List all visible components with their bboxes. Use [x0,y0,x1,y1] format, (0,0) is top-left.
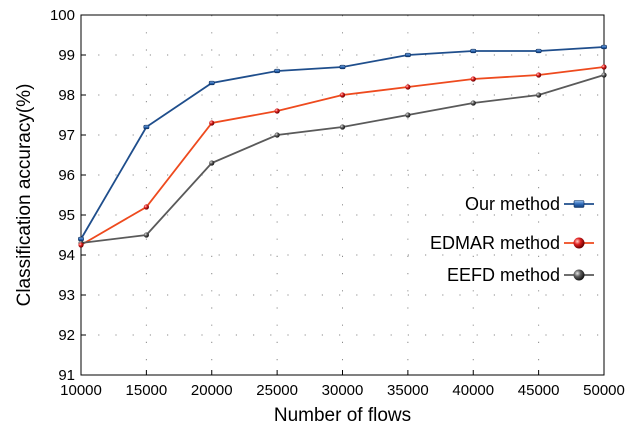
y-tick-label: 91 [58,367,75,384]
y-tick-label: 95 [58,207,75,224]
data-point [339,64,346,70]
x-tick-label: 45000 [518,382,560,399]
axis-ticks: 10000 15000 20000 25000 30000 35000 40000 45000… [50,7,625,399]
data-point [405,112,411,118]
data-point [404,52,411,58]
y-tick-label: 94 [58,247,75,264]
legend: Our method EDMAR method EEFD method [430,194,594,285]
data-point [78,242,84,248]
y-tick-label: 99 [58,47,75,64]
data-point [143,204,149,210]
data-point [535,48,542,54]
data-point [536,72,542,78]
data-point [601,72,607,78]
data-point [274,68,281,74]
data-point [470,100,476,106]
y-tick-label: 92 [58,327,75,344]
x-tick-label: 50000 [583,382,625,399]
data-point [405,84,411,90]
x-tick-label: 25000 [256,382,298,399]
data-point [470,48,477,54]
y-tick-label: 98 [58,87,75,104]
x-tick-label: 15000 [126,382,168,399]
x-axis-label: Number of flows [274,405,411,426]
data-point [274,132,280,138]
legend-marker [573,200,585,208]
legend-label: EEFD method [447,265,560,285]
data-point [209,120,215,126]
x-tick-label: 30000 [322,382,364,399]
data-point [209,160,215,166]
x-tick-label: 40000 [452,382,494,399]
y-tick-label: 96 [58,167,75,184]
legend-marker [573,269,585,281]
x-tick-label: 35000 [387,382,429,399]
data-point [143,124,150,130]
y-tick-label: 100 [50,7,75,24]
data-point [143,232,149,238]
data-point [339,124,346,130]
data-point [601,64,607,70]
data-point [208,80,215,86]
y-axis-label: Classification accuracy(%) [14,84,35,307]
data-point [601,44,607,50]
data-point [339,92,346,98]
x-tick-label: 10000 [60,382,102,399]
data-point [274,108,280,114]
y-tick-label: 97 [58,127,75,144]
legend-marker [573,237,585,249]
grid-lines [81,15,604,375]
data-point [78,236,84,242]
x-tick-label: 20000 [191,382,233,399]
data-point [536,92,542,98]
y-tick-label: 93 [58,287,75,304]
data-point [470,76,476,82]
legend-label: Our method [465,194,560,214]
series-group [78,44,607,248]
series-line-3 [80,74,605,244]
legend-label: EDMAR method [430,233,560,253]
